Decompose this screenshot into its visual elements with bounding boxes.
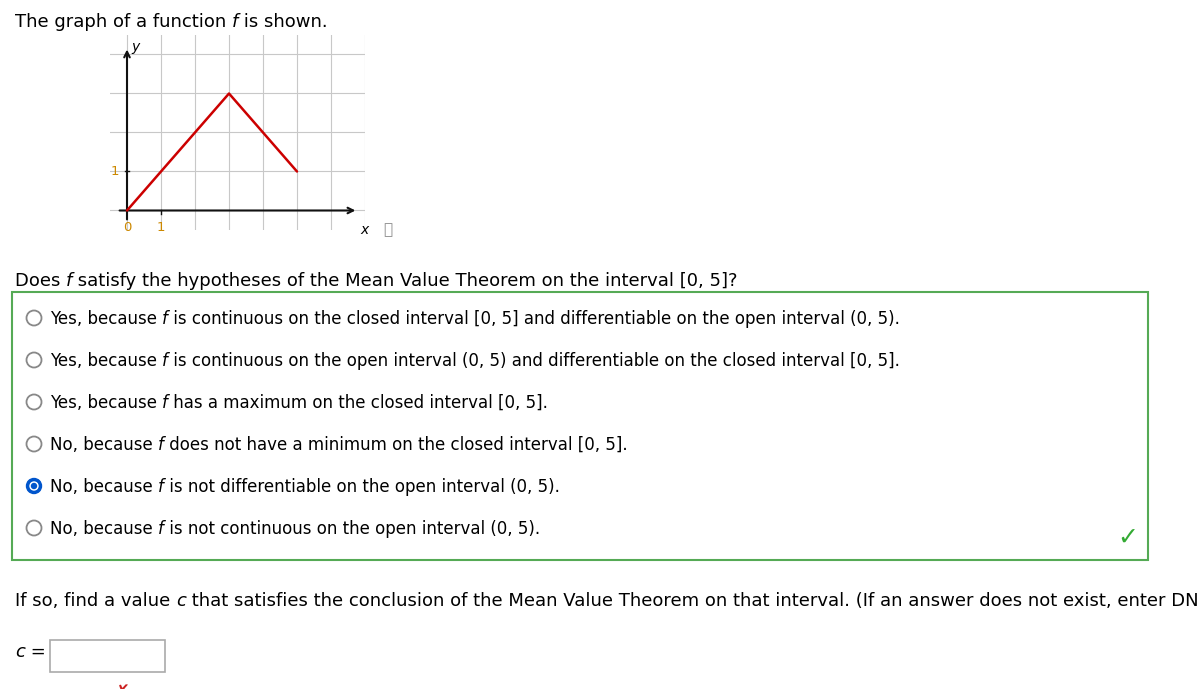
Bar bbox=[50, 640, 166, 672]
Text: 1: 1 bbox=[112, 165, 120, 178]
Text: f: f bbox=[162, 352, 168, 370]
Text: No, because: No, because bbox=[50, 478, 158, 496]
Circle shape bbox=[31, 484, 36, 489]
Text: is not continuous on the open interval (0, 5).: is not continuous on the open interval (… bbox=[164, 520, 540, 538]
Text: f: f bbox=[158, 436, 164, 454]
Text: f: f bbox=[158, 478, 164, 496]
Text: c: c bbox=[176, 592, 186, 610]
Text: f: f bbox=[162, 394, 168, 412]
Circle shape bbox=[26, 478, 42, 493]
Text: 0: 0 bbox=[122, 221, 131, 234]
Text: f: f bbox=[162, 310, 168, 328]
Circle shape bbox=[30, 482, 38, 490]
Text: has a maximum on the closed interval [0, 5].: has a maximum on the closed interval [0,… bbox=[168, 394, 548, 412]
Text: ✗: ✗ bbox=[114, 684, 130, 689]
Text: ✓: ✓ bbox=[1117, 526, 1138, 550]
Text: Yes, because: Yes, because bbox=[50, 352, 162, 370]
Text: Yes, because: Yes, because bbox=[50, 310, 162, 328]
Text: No, because: No, because bbox=[50, 520, 158, 538]
Text: is not differentiable on the open interval (0, 5).: is not differentiable on the open interv… bbox=[164, 478, 559, 496]
Text: Does: Does bbox=[14, 272, 66, 290]
Text: =: = bbox=[25, 643, 46, 661]
Text: The graph of a function: The graph of a function bbox=[14, 13, 232, 31]
Text: is continuous on the closed interval [0, 5] and differentiable on the open inter: is continuous on the closed interval [0,… bbox=[168, 310, 900, 328]
Text: is continuous on the open interval (0, 5) and differentiable on the closed inter: is continuous on the open interval (0, 5… bbox=[168, 352, 900, 370]
Text: Yes, because: Yes, because bbox=[50, 394, 162, 412]
Text: No, because: No, because bbox=[50, 436, 158, 454]
Text: x: x bbox=[360, 223, 368, 237]
Text: is shown.: is shown. bbox=[239, 13, 328, 31]
Text: c: c bbox=[14, 643, 25, 661]
Text: that satisfies the conclusion of the Mean Value Theorem on that interval. (If an: that satisfies the conclusion of the Mea… bbox=[186, 592, 1200, 610]
Text: f: f bbox=[158, 520, 164, 538]
Text: ⓘ: ⓘ bbox=[384, 223, 392, 238]
Text: f: f bbox=[232, 13, 239, 31]
Text: If so, find a value: If so, find a value bbox=[14, 592, 176, 610]
Text: y: y bbox=[131, 40, 139, 54]
Text: satisfy the hypotheses of the Mean Value Theorem on the interval [0, 5]?: satisfy the hypotheses of the Mean Value… bbox=[72, 272, 738, 290]
Text: f: f bbox=[66, 272, 72, 290]
Text: does not have a minimum on the closed interval [0, 5].: does not have a minimum on the closed in… bbox=[164, 436, 628, 454]
Text: 1: 1 bbox=[157, 221, 166, 234]
